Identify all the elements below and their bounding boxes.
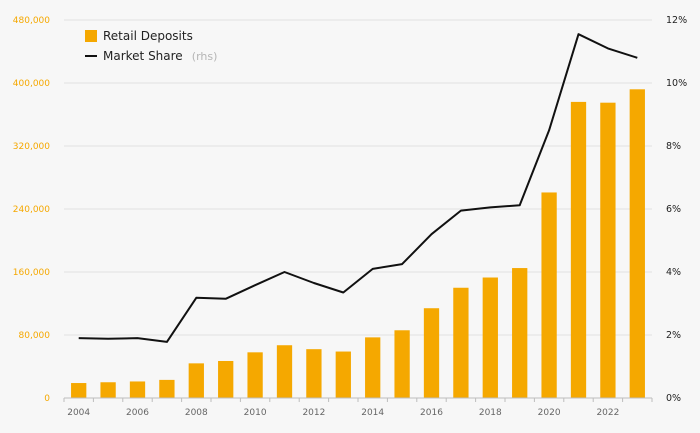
x-tick-label: 2012 (302, 408, 325, 418)
x-tick-label: 2004 (67, 408, 90, 418)
bar (541, 192, 557, 398)
bar (423, 308, 440, 398)
y-tick-label-right: 0% (666, 393, 681, 404)
market-share-line (78, 33, 638, 343)
bar (159, 379, 175, 398)
x-tick-label: 2008 (185, 408, 208, 418)
bar (247, 352, 263, 398)
x-tick-label: 2018 (479, 408, 502, 418)
y-tick-label-left: 320,000 (13, 142, 50, 152)
bar (335, 351, 351, 398)
x-tick-label: 2010 (244, 408, 267, 418)
y-tick-label-left: 160,000 (13, 268, 50, 278)
axes: 0 80,000 160,000 240,000 320,000 400,000 480,0… (13, 15, 687, 418)
legend-label-retail-deposits: Retail Deposits (103, 29, 193, 43)
bars-retail-deposits (71, 89, 645, 399)
y-tick-label-right: 12% (666, 15, 687, 26)
y-tick-label-right: 4% (666, 267, 681, 278)
y-tick-label-left: 240,000 (13, 205, 50, 215)
bar (629, 89, 645, 399)
y-tick-label-left: 80,000 (19, 331, 51, 341)
y-tick-label-left: 400,000 (13, 79, 50, 89)
gridlines (64, 19, 652, 336)
legend-swatch-retail-deposits (85, 30, 97, 42)
y-tick-label-right: 2% (666, 330, 681, 341)
x-tick-label: 2006 (126, 408, 149, 418)
bar (365, 337, 381, 398)
y-tick-label-right: 10% (666, 78, 687, 89)
bar (218, 360, 234, 398)
y-tick-label-right: 8% (666, 141, 681, 152)
bar (600, 102, 616, 398)
y-tick-label-left: 480,000 (13, 16, 50, 26)
line-market-share (78, 33, 638, 343)
bar (306, 349, 322, 398)
y-tick-label-right: 6% (666, 204, 681, 215)
y-tick-label-left: 0 (44, 394, 50, 404)
bar (512, 268, 528, 398)
x-tick-label: 2022 (596, 408, 619, 418)
bar (188, 363, 204, 398)
bar (482, 277, 498, 398)
bar (570, 101, 587, 399)
legend: Retail Deposits Market Share (rhs) (85, 29, 217, 64)
legend-label-market-share-name: Market Share (103, 49, 183, 63)
bar (100, 382, 116, 398)
x-tick-label: 2020 (538, 408, 561, 418)
legend-label-market-share: Market Share (rhs) (103, 45, 217, 64)
bar (71, 383, 87, 398)
x-tick-label: 2016 (420, 408, 443, 418)
bar (453, 287, 469, 398)
bar (276, 345, 293, 398)
bar (129, 381, 146, 398)
x-tick-label: 2014 (361, 408, 384, 418)
legend-label-market-share-suffix: (rhs) (192, 50, 218, 63)
bar (394, 330, 410, 398)
